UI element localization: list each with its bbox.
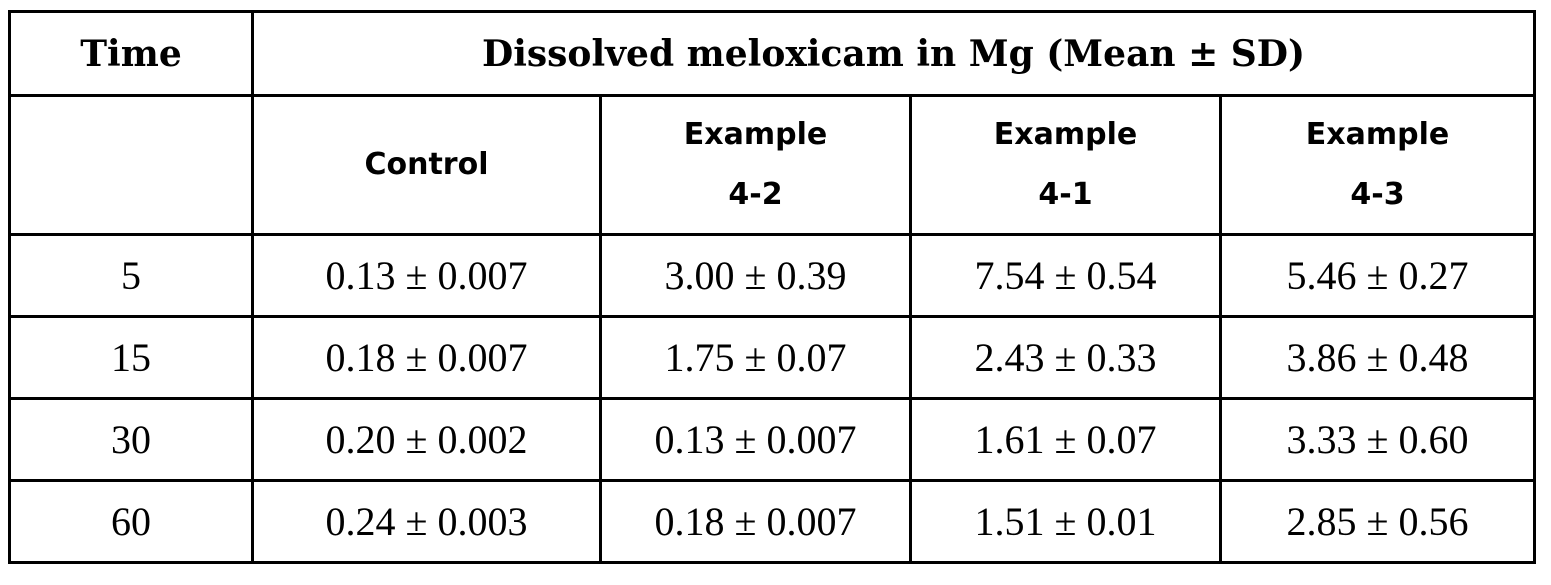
table-row: 60 0.24 ± 0.003 0.18 ± 0.007 1.51 ± 0.01… [10,481,1535,563]
time-cell: 5 [10,235,253,317]
time-cell: 30 [10,399,253,481]
column-header-example-4-2: Example 4-2 [601,96,911,235]
time-header: Time [10,12,253,96]
value-cell: 1.51 ± 0.01 [911,481,1221,563]
value-cell: 2.43 ± 0.33 [911,317,1221,399]
table-row: 5 0.13 ± 0.007 3.00 ± 0.39 7.54 ± 0.54 5… [10,235,1535,317]
header-row: Time Dissolved meloxicam in Mg (Mean ± S… [10,12,1535,96]
column-header-sublabel: 4-1 [912,165,1219,225]
value-cell: 7.54 ± 0.54 [911,235,1221,317]
value-cell: 0.13 ± 0.007 [253,235,601,317]
value-cell: 0.13 ± 0.007 [601,399,911,481]
value-cell: 2.85 ± 0.56 [1221,481,1535,563]
column-header-example-4-1: Example 4-1 [911,96,1221,235]
column-header-label: Example [912,105,1219,165]
column-header-example-4-3: Example 4-3 [1221,96,1535,235]
column-header-control: Control [253,96,601,235]
value-cell: 5.46 ± 0.27 [1221,235,1535,317]
value-cell: 1.75 ± 0.07 [601,317,911,399]
subheader-row: Control Example 4-2 Example 4-1 Example … [10,96,1535,235]
column-header-sublabel: 4-3 [1222,165,1533,225]
dissolution-table: Time Dissolved meloxicam in Mg (Mean ± S… [8,10,1536,564]
value-cell: 0.24 ± 0.003 [253,481,601,563]
column-header-label: Example [1222,105,1533,165]
value-cell: 3.86 ± 0.48 [1221,317,1535,399]
time-cell: 60 [10,481,253,563]
time-cell: 15 [10,317,253,399]
column-header-label: Control [364,147,488,182]
value-cell: 0.18 ± 0.007 [253,317,601,399]
time-subheader-blank [10,96,253,235]
value-cell: 0.20 ± 0.002 [253,399,601,481]
column-header-label: Example [602,105,909,165]
table-row: 30 0.20 ± 0.002 0.13 ± 0.007 1.61 ± 0.07… [10,399,1535,481]
group-header: Dissolved meloxicam in Mg (Mean ± SD) [253,12,1535,96]
value-cell: 3.00 ± 0.39 [601,235,911,317]
value-cell: 1.61 ± 0.07 [911,399,1221,481]
value-cell: 0.18 ± 0.007 [601,481,911,563]
table-row: 15 0.18 ± 0.007 1.75 ± 0.07 2.43 ± 0.33 … [10,317,1535,399]
column-header-sublabel: 4-2 [602,165,909,225]
value-cell: 3.33 ± 0.60 [1221,399,1535,481]
